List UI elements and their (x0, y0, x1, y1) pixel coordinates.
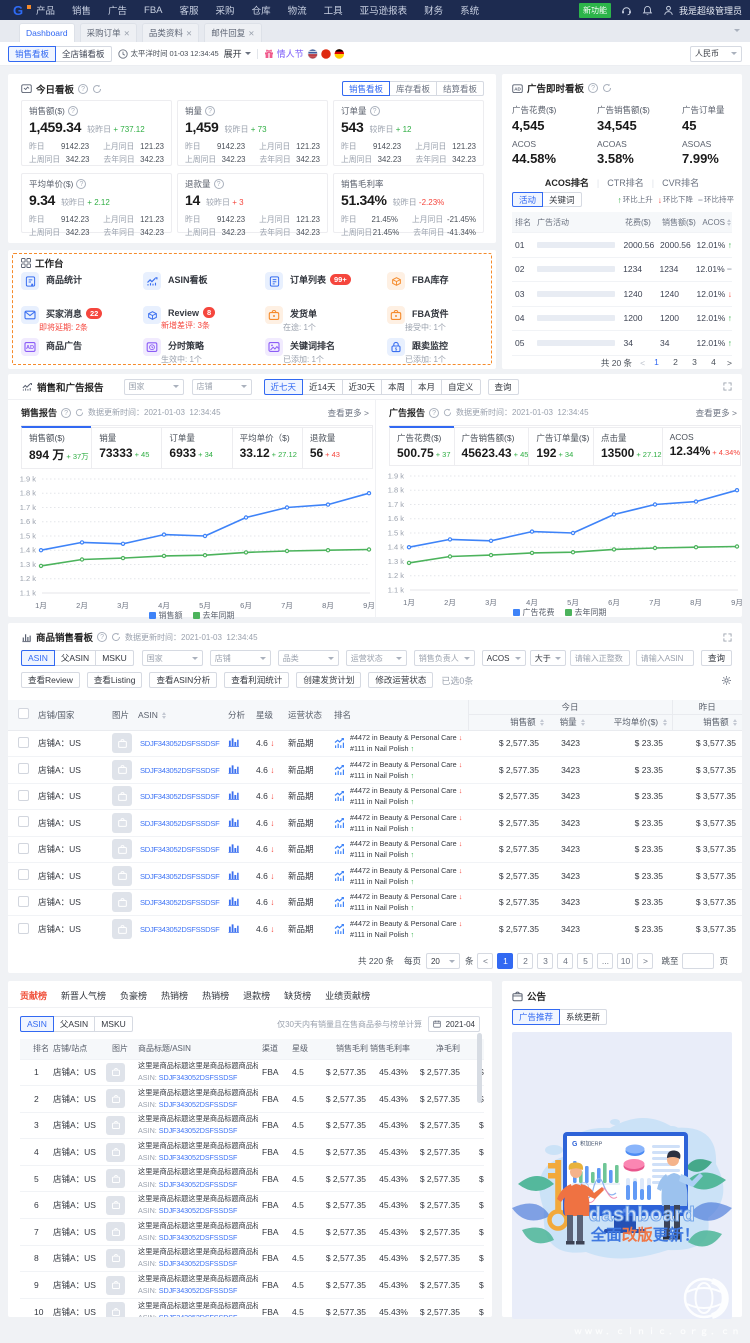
svg-text:$: $ (395, 346, 398, 351)
svg-text:9月: 9月 (731, 598, 743, 607)
svg-text:1.5 k: 1.5 k (20, 532, 37, 541)
svg-text:8月: 8月 (322, 601, 334, 610)
svg-text:1.5 k: 1.5 k (388, 529, 405, 538)
svg-text:G: G (572, 1141, 578, 1148)
svg-text:1.8 k: 1.8 k (20, 489, 37, 498)
svg-text:1.3 k: 1.3 k (20, 560, 37, 569)
svg-text:6月: 6月 (240, 601, 252, 610)
svg-text:3月: 3月 (485, 598, 497, 607)
svg-text:1.6 k: 1.6 k (20, 517, 37, 526)
svg-text:4月: 4月 (526, 598, 538, 607)
svg-text:8月: 8月 (690, 598, 702, 607)
svg-text:3月: 3月 (117, 601, 129, 610)
svg-text:积加ERP: 积加ERP (580, 1140, 603, 1148)
svg-text:1.2 k: 1.2 k (388, 571, 405, 580)
svg-text:1.6 k: 1.6 k (388, 514, 405, 523)
svg-text:1.3 k: 1.3 k (388, 557, 405, 566)
svg-text:AD: AD (26, 345, 34, 351)
svg-text:1.9 k: 1.9 k (388, 472, 405, 481)
svg-text:4月: 4月 (158, 601, 170, 610)
svg-text:2月: 2月 (76, 601, 88, 610)
svg-text:7月: 7月 (281, 601, 293, 610)
svg-text:1月: 1月 (403, 598, 415, 607)
svg-text:5月: 5月 (567, 598, 579, 607)
svg-text:9月: 9月 (363, 601, 375, 610)
svg-text:1.7 k: 1.7 k (20, 503, 37, 512)
svg-text:1.8 k: 1.8 k (388, 486, 405, 495)
svg-text:2月: 2月 (444, 598, 456, 607)
svg-text:5月: 5月 (199, 601, 211, 610)
svg-text:6月: 6月 (608, 598, 620, 607)
svg-text:1.4 k: 1.4 k (388, 543, 405, 552)
svg-text:7月: 7月 (649, 598, 661, 607)
svg-text:1.1 k: 1.1 k (388, 586, 405, 595)
svg-text:1.2 k: 1.2 k (20, 574, 37, 583)
svg-text:AD: AD (514, 86, 521, 91)
svg-text:dashboard: dashboard (589, 1204, 696, 1226)
svg-text:全面改版更新！: 全面改版更新！ (590, 1225, 700, 1244)
svg-text:1.7 k: 1.7 k (388, 500, 405, 509)
svg-text:1.9 k: 1.9 k (20, 475, 37, 484)
svg-text:1.1 k: 1.1 k (20, 589, 37, 598)
svg-text:1.4 k: 1.4 k (20, 546, 37, 555)
svg-text:1月: 1月 (35, 601, 47, 610)
